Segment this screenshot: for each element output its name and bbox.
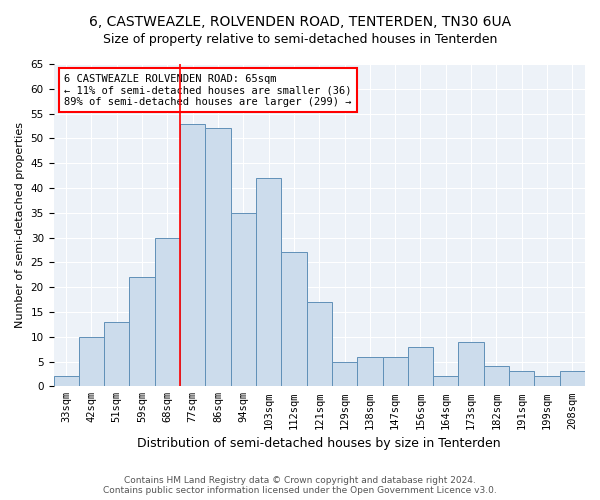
Bar [79,336,104,386]
Bar [332,362,357,386]
Text: Size of property relative to semi-detached houses in Tenterden: Size of property relative to semi-detach… [103,32,497,46]
Bar [307,302,332,386]
Bar [230,213,256,386]
Bar [256,178,281,386]
Bar [104,322,130,386]
Bar [383,356,408,386]
Bar [484,366,509,386]
Bar [560,372,585,386]
Bar [281,252,307,386]
Y-axis label: Number of semi-detached properties: Number of semi-detached properties [15,122,25,328]
Bar [458,342,484,386]
Text: 6 CASTWEAZLE ROLVENDEN ROAD: 65sqm
← 11% of semi-detached houses are smaller (36: 6 CASTWEAZLE ROLVENDEN ROAD: 65sqm ← 11%… [64,74,352,107]
Bar [357,356,383,386]
Bar [155,238,180,386]
Text: 6, CASTWEAZLE, ROLVENDEN ROAD, TENTERDEN, TN30 6UA: 6, CASTWEAZLE, ROLVENDEN ROAD, TENTERDEN… [89,15,511,29]
Bar [53,376,79,386]
Bar [433,376,458,386]
Bar [535,376,560,386]
Text: Contains HM Land Registry data © Crown copyright and database right 2024.
Contai: Contains HM Land Registry data © Crown c… [103,476,497,495]
Bar [408,346,433,387]
Bar [205,128,230,386]
Bar [130,277,155,386]
Bar [509,372,535,386]
Bar [180,124,205,386]
X-axis label: Distribution of semi-detached houses by size in Tenterden: Distribution of semi-detached houses by … [137,437,501,450]
